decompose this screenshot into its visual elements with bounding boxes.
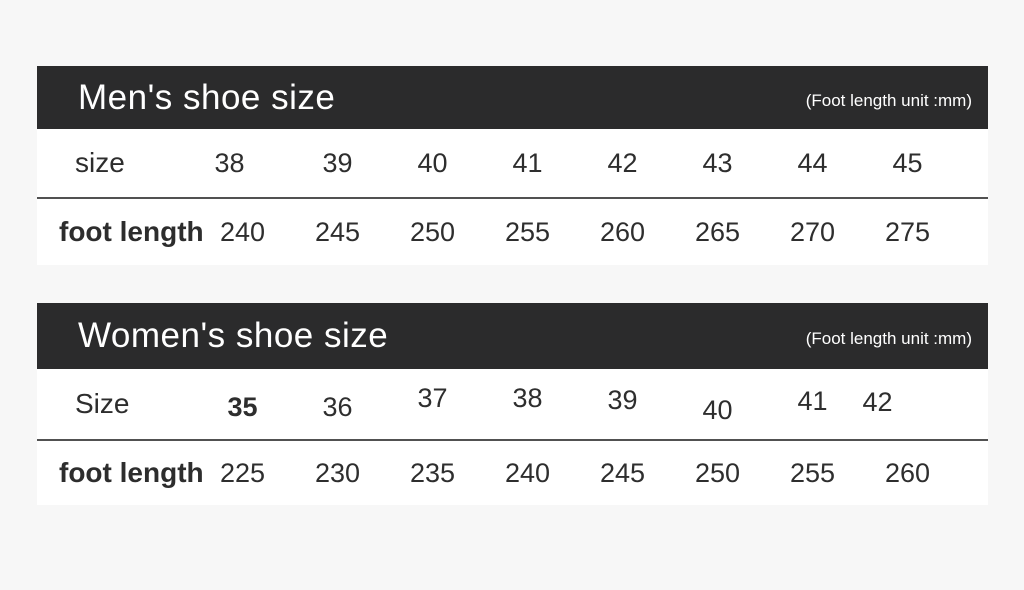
mens-foot-length-row-label: foot length (59, 216, 204, 247)
size-cell: 44 (797, 147, 828, 178)
size-cell: 40 (417, 147, 448, 178)
foot-length-cell: 225 (219, 457, 266, 488)
mens-unit-note: (Foot length unit :mm) (805, 90, 972, 110)
foot-length-cell: 250 (409, 216, 456, 247)
womens-size-row-label: Size (75, 388, 130, 419)
womens-size-table: Women's shoe size (Foot length unit :mm)… (37, 303, 988, 505)
mens-foot-length-values: 240 245 250 255 260 265 270 275 (195, 217, 955, 248)
mens-table-header: Men's shoe size (Foot length unit :mm) (37, 66, 988, 129)
size-cell: 40 (702, 394, 733, 425)
mens-size-row: size 38 39 40 41 42 43 44 45 (37, 129, 988, 197)
size-cell: 37 (417, 382, 448, 413)
size-cell: 41 (512, 147, 543, 178)
foot-length-cell: 260 (599, 216, 646, 247)
foot-length-cell: 255 (504, 216, 551, 247)
size-cell: 39 (322, 147, 353, 178)
mens-foot-length-row: foot length 240 245 250 255 260 265 270 … (37, 199, 988, 265)
mens-size-table: Men's shoe size (Foot length unit :mm) s… (37, 66, 988, 265)
size-cell: 36 (322, 391, 353, 422)
foot-length-cell: 265 (694, 216, 741, 247)
womens-foot-length-values: 225 230 235 240 245 250 255 260 (195, 458, 955, 489)
foot-length-cell: 260 (884, 457, 931, 488)
womens-size-row: Size 35 36 37 38 39 40 41 42 (37, 369, 988, 439)
row-divider (37, 439, 988, 441)
womens-foot-length-row-label: foot length (59, 457, 204, 488)
foot-length-cell: 235 (409, 457, 456, 488)
size-cell: 38 (214, 147, 245, 178)
size-cell: 42 (862, 386, 893, 417)
size-cell: 39 (607, 384, 638, 415)
foot-length-cell: 275 (884, 216, 931, 247)
womens-table-header: Women's shoe size (Foot length unit :mm) (37, 303, 988, 369)
womens-table-title: Women's shoe size (78, 316, 389, 355)
size-cell: 38 (512, 382, 543, 413)
mens-table-title: Men's shoe size (78, 77, 336, 117)
foot-length-cell: 245 (314, 216, 361, 247)
foot-length-cell: 255 (789, 457, 836, 488)
size-cell: 35 (227, 391, 258, 422)
size-cell: 41 (797, 385, 828, 416)
mens-size-values: 38 39 40 41 42 43 44 45 (195, 148, 955, 179)
foot-length-cell: 250 (694, 457, 741, 488)
size-cell: 45 (892, 147, 923, 178)
size-cell: 43 (702, 147, 733, 178)
foot-length-cell: 230 (314, 457, 361, 488)
womens-unit-note: (Foot length unit :mm) (805, 329, 972, 348)
row-divider (37, 197, 988, 199)
mens-size-row-label: size (75, 147, 125, 178)
foot-length-cell: 270 (789, 216, 836, 247)
size-cell: 42 (607, 147, 638, 178)
foot-length-cell: 240 (219, 216, 266, 247)
womens-foot-length-row: foot length 225 230 235 240 245 250 255 … (37, 441, 988, 505)
foot-length-cell: 240 (504, 457, 551, 488)
foot-length-cell: 245 (599, 457, 646, 488)
womens-size-values: 35 36 37 38 39 40 41 42 (195, 383, 955, 425)
